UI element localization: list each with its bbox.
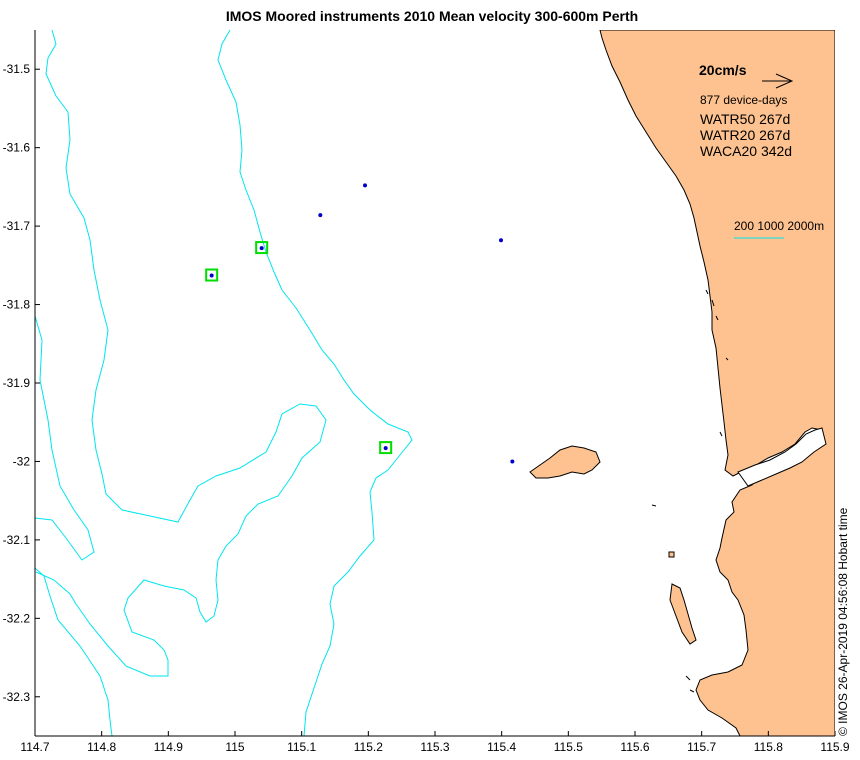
legend-entry: WACA20 342d	[700, 143, 792, 159]
isobath-legend-label: 200 1000 2000m	[734, 219, 824, 233]
mooring-point	[383, 446, 388, 451]
islet	[685, 675, 695, 693]
device-days-label: 877 device-days	[700, 93, 787, 107]
map-title: IMOS Moored instruments 2010 Mean veloci…	[226, 8, 638, 24]
x-tick-label: 115.7	[687, 740, 716, 754]
mooring-point	[259, 246, 264, 251]
y-tick-label: -31.9	[3, 376, 31, 390]
x-tick-label: 115.4	[487, 740, 516, 754]
y-tick-label: -32	[13, 454, 31, 468]
mooring-markers	[205, 183, 515, 464]
x-tick-label: 115.2	[354, 740, 383, 754]
y-tick-label: -32.3	[3, 690, 31, 704]
x-tick-label: 115	[225, 740, 244, 754]
timestamp-label: © IMOS 26-Apr-2019 04:56:08 Hobart time	[836, 507, 850, 736]
isobath-200m	[217, 30, 413, 736]
islet	[651, 504, 657, 507]
mooring-point	[209, 273, 214, 278]
isobath-2000m	[35, 315, 113, 736]
x-axis-ticks: 114.7 114.8 114.9 115 115.1 115.2 115.3 115.4 11…	[20, 731, 850, 754]
x-tick-label: 115.1	[287, 740, 316, 754]
x-tick-label: 115.6	[620, 740, 649, 754]
legend: 20cm/s 877 device-days WATR50 267d WATR2…	[699, 62, 824, 239]
garden-island	[669, 583, 697, 645]
mooring-point	[510, 459, 515, 464]
mooring-highlight-box	[205, 268, 219, 282]
x-tick-label: 115.9	[820, 740, 849, 754]
mooring-point	[363, 183, 367, 188]
swan-river	[737, 427, 827, 487]
mooring-point	[318, 213, 323, 218]
x-tick-label: 114.9	[154, 740, 183, 754]
x-tick-label: 115.5	[554, 740, 583, 754]
mooring-point	[499, 238, 503, 243]
rottnest-island	[529, 445, 601, 479]
isobaths	[35, 30, 413, 736]
islet	[705, 289, 729, 437]
x-tick-label: 115.8	[754, 740, 783, 754]
isobath-1000m	[35, 30, 327, 677]
legend-entry: WATR20 267d	[700, 127, 790, 143]
islet	[668, 551, 675, 558]
legend-entry: WATR50 267d	[700, 111, 790, 127]
y-tick-label: -31.5	[3, 62, 31, 76]
mooring-highlight-box	[379, 441, 393, 455]
y-tick-label: -31.6	[3, 141, 31, 155]
y-tick-label: -31.7	[3, 219, 31, 233]
y-axis-ticks: -31.5 -31.6 -31.7 -31.8 -31.9 -32 -32.1 -32.2 -3…	[3, 62, 40, 704]
land-coast	[599, 30, 835, 736]
y-tick-label: -32.1	[3, 533, 31, 547]
scale-arrow-icon	[762, 73, 794, 89]
x-tick-label: 114.8	[87, 740, 116, 754]
x-tick-label: 114.7	[20, 740, 49, 754]
mooring-highlight-box	[255, 241, 269, 255]
y-tick-label: -32.2	[3, 611, 31, 625]
y-tick-label: -31.8	[3, 298, 31, 312]
scale-label: 20cm/s	[699, 62, 747, 78]
x-tick-label: 115.3	[420, 740, 449, 754]
